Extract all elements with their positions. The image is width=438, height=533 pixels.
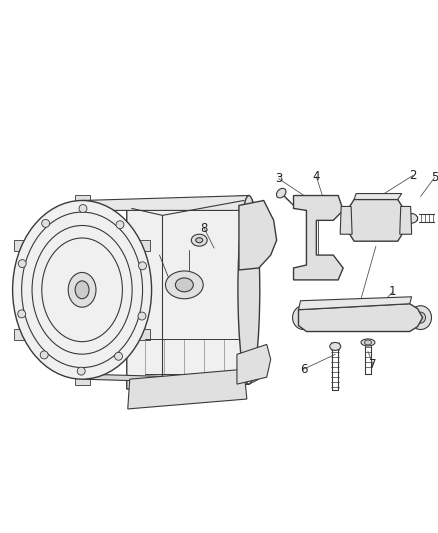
- Ellipse shape: [138, 312, 146, 320]
- Ellipse shape: [364, 340, 371, 345]
- Polygon shape: [74, 374, 89, 385]
- Ellipse shape: [316, 313, 330, 322]
- Polygon shape: [354, 193, 402, 199]
- Polygon shape: [14, 329, 29, 340]
- Polygon shape: [298, 304, 423, 332]
- Polygon shape: [128, 369, 247, 409]
- Ellipse shape: [330, 342, 341, 350]
- Ellipse shape: [138, 262, 146, 270]
- Ellipse shape: [40, 351, 48, 359]
- Polygon shape: [349, 199, 403, 241]
- Ellipse shape: [238, 196, 260, 384]
- Ellipse shape: [410, 306, 431, 329]
- Ellipse shape: [367, 209, 385, 231]
- Ellipse shape: [116, 221, 124, 229]
- Ellipse shape: [293, 306, 314, 329]
- Ellipse shape: [196, 238, 203, 243]
- Ellipse shape: [309, 267, 318, 273]
- Ellipse shape: [254, 226, 263, 235]
- Text: 7: 7: [369, 358, 377, 371]
- Text: 6: 6: [300, 363, 307, 376]
- Polygon shape: [340, 206, 352, 234]
- Ellipse shape: [77, 367, 85, 375]
- Ellipse shape: [298, 312, 308, 323]
- Ellipse shape: [366, 313, 380, 322]
- Polygon shape: [14, 240, 29, 251]
- Ellipse shape: [13, 200, 152, 379]
- Ellipse shape: [115, 352, 123, 360]
- Ellipse shape: [254, 355, 263, 364]
- Ellipse shape: [75, 281, 89, 299]
- Polygon shape: [127, 196, 249, 389]
- Ellipse shape: [416, 312, 426, 323]
- Ellipse shape: [42, 220, 49, 228]
- Ellipse shape: [309, 203, 318, 208]
- Ellipse shape: [371, 215, 380, 226]
- Ellipse shape: [276, 188, 286, 198]
- Text: 2: 2: [409, 169, 417, 182]
- Text: 3: 3: [275, 172, 283, 185]
- Polygon shape: [239, 200, 277, 270]
- Ellipse shape: [175, 278, 193, 292]
- Text: 8: 8: [201, 222, 208, 235]
- Polygon shape: [400, 206, 412, 234]
- Polygon shape: [74, 195, 89, 206]
- Text: 5: 5: [431, 171, 438, 184]
- Ellipse shape: [343, 216, 350, 225]
- Ellipse shape: [79, 205, 87, 213]
- Ellipse shape: [18, 260, 26, 268]
- Text: 1: 1: [389, 285, 396, 298]
- Text: 4: 4: [313, 170, 320, 183]
- Ellipse shape: [341, 313, 355, 322]
- Ellipse shape: [191, 234, 207, 246]
- Ellipse shape: [361, 339, 375, 346]
- Ellipse shape: [166, 271, 203, 299]
- Ellipse shape: [402, 216, 409, 225]
- Ellipse shape: [18, 310, 26, 318]
- Polygon shape: [293, 196, 343, 280]
- Polygon shape: [298, 297, 412, 310]
- Polygon shape: [82, 374, 259, 384]
- Polygon shape: [82, 196, 259, 211]
- Polygon shape: [135, 329, 150, 340]
- Ellipse shape: [404, 213, 417, 223]
- Polygon shape: [135, 240, 150, 251]
- Polygon shape: [237, 344, 271, 384]
- Ellipse shape: [68, 272, 96, 307]
